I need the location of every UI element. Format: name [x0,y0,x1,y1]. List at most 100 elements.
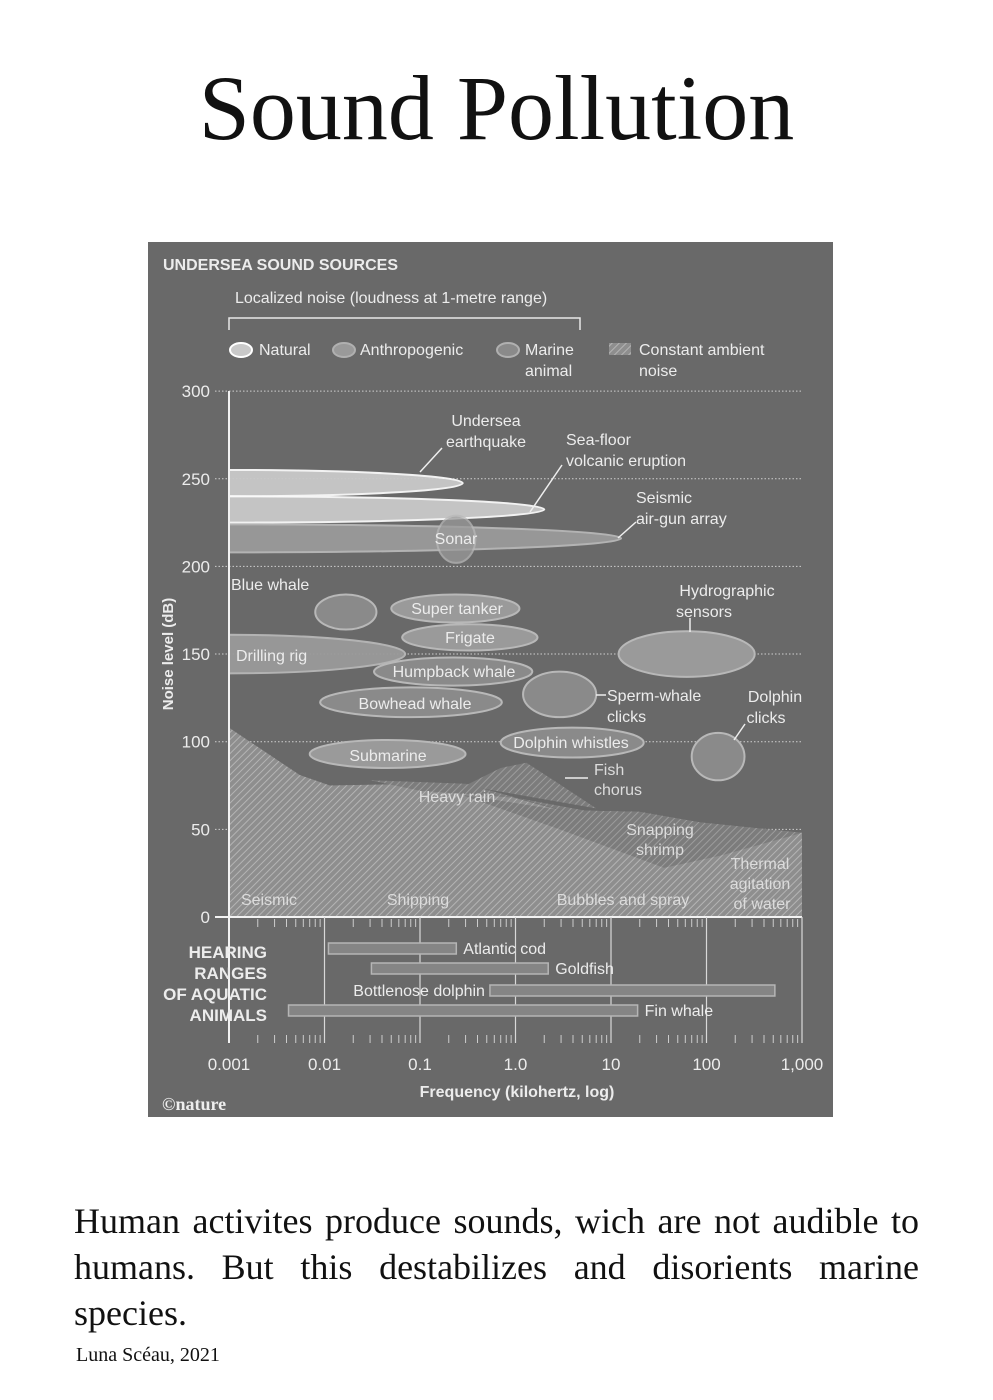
source-bowhead-whale [319,686,503,719]
leader-line [733,723,746,741]
x-tick-label: 1,000 [781,1055,824,1074]
source-humpback-whale-label: Humpback whale [393,664,516,681]
ambient-label: Fish [594,762,624,779]
hearing-ranges-title: OF AQUATIC [163,985,267,1004]
y-tick-label: 200 [182,557,210,576]
leader-line [419,447,443,473]
poster-title: Sound Pollution [198,57,795,159]
source-sonar-label: Sonar [435,531,478,548]
x-tick-label: 0.1 [408,1055,432,1074]
legend-swatch-natural [229,342,253,358]
source-drilling-rig [228,633,407,675]
nature-logo: ©nature [162,1094,226,1114]
hearing-ranges-title: RANGES [194,964,267,983]
hearing-range-bar [287,1004,639,1017]
x-tick-label: 100 [692,1055,720,1074]
x-tick-label: 0.01 [308,1055,341,1074]
source-dolphin-clicks-label: clicks [746,710,785,727]
y-tick-label: 100 [182,733,210,752]
source-drilling-rig-label: Drilling rig [236,648,307,665]
x-tick-label: 0.001 [208,1055,251,1074]
source-dolphin-clicks [690,731,746,782]
hearing-range-bar [489,984,776,997]
hearing-range-bar [327,942,458,955]
source-blue-whale-label: Blue whale [231,577,309,594]
source-sea-floor-volcanic-eruption-label: Sea-floor [566,432,632,449]
snapping-shrimp-area [459,794,802,868]
source-sperm-whale-clicks-label: clicks [607,709,646,726]
legend-label-ambient: Constant ambient [639,342,765,359]
source-sea-floor-volcanic-eruption-label: volcanic eruption [566,453,686,470]
y-tick-label: 150 [182,645,210,664]
undersea-sound-chart: UNDERSEA SOUND SOURCES Localized noise (l… [148,242,833,1117]
source-sonar [435,514,477,564]
ambient-label: Thermal [731,856,790,873]
chart-title: UNDERSEA SOUND SOURCES [163,257,398,274]
ambient-label: Snapping [626,822,694,839]
chart-subtitle: Localized noise (loudness at 1-metre ran… [235,290,547,307]
source-undersea-earthquake-label: earthquake [446,434,526,451]
legend-label-ambient: noise [639,363,677,380]
source-submarine-label: Submarine [349,748,426,765]
ambient-label: Bubbles and spray [557,892,690,909]
source-hydrographic-sensors [617,630,756,678]
ambient-label: Shipping [387,892,449,909]
ambient-label: Heavy rain [419,789,495,806]
x-tick-label: 10 [602,1055,621,1074]
ambient-label: agitation [730,876,791,893]
source-hydrographic-sensors-label: sensors [676,604,732,621]
leader-line [617,521,637,539]
y-tick-label: 300 [182,382,210,401]
ambient-label: shrimp [636,842,684,859]
hearing-range-label: Atlantic cod [463,941,546,958]
source-bowhead-whale-label: Bowhead whale [359,696,472,713]
legend-swatch-marine [496,342,520,358]
hearing-range-label: Fin whale [645,1003,714,1020]
source-dolphin-whistles-label: Dolphin whistles [513,735,629,752]
source-sperm-whale-clicks-label: Sperm-whale [607,688,701,705]
legend-label-marine: animal [525,363,572,380]
source-seismic-air-gun-array-label: Seismic [636,490,692,507]
source-seismic-air-gun-array [228,523,623,554]
hearing-ranges-title: HEARING [189,943,267,962]
source-blue-whale [314,593,378,631]
source-dolphin-clicks-label: Dolphin [748,689,802,706]
source-frigate [401,623,539,652]
source-super-tanker-label: Super tanker [411,601,503,618]
poster-caption: Human activites produce sounds, wich are… [74,1201,919,1333]
ambient-label: chorus [594,782,642,799]
legend-bracket [228,317,581,330]
source-undersea-earthquake-label: Undersea [451,413,520,430]
author-credit: Luna Scéau, 2021 [76,1344,220,1366]
source-undersea-earthquake [228,468,464,498]
y-tick-label: 250 [182,470,210,489]
legend-label-anthropogenic: Anthropogenic [360,342,463,359]
source-dolphin-whistles [499,726,645,759]
ambient-label: of water [734,896,792,913]
legend-swatch-ambient [609,343,631,355]
fish-chorus-area [465,762,597,809]
source-humpback-whale [373,656,534,687]
y-axis-label: Noise level (dB) [160,598,177,711]
ambient-label: Seismic [241,892,297,909]
y-tick-label: 0 [201,908,210,927]
leader-line [529,464,563,513]
hearing-ranges-title: ANIMALS [190,1006,267,1025]
x-axis-label: Frequency (kilohertz, log) [420,1084,615,1101]
ambient-noise-area [229,727,802,917]
chart-canvas: UNDERSEA SOUND SOURCES Localized noise (l… [160,257,824,1114]
source-frigate-label: Frigate [445,630,495,647]
source-hydrographic-sensors-label: Hydrographic [679,583,774,600]
source-sperm-whale-clicks [522,670,598,719]
legend-swatch-anthropogenic [332,342,356,358]
legend-label-marine: Marine [525,342,574,359]
hearing-range-bar [370,962,549,975]
heavy-rain-area [370,780,611,816]
hearing-range-label: Goldfish [555,961,614,978]
source-sea-floor-volcanic-eruption [228,495,546,524]
legend-label-natural: Natural [259,342,311,359]
hearing-range-label: Bottlenose dolphin [353,983,485,1000]
source-super-tanker [390,593,521,624]
source-seismic-air-gun-array-label: air-gun array [636,511,727,528]
source-submarine [308,738,467,769]
